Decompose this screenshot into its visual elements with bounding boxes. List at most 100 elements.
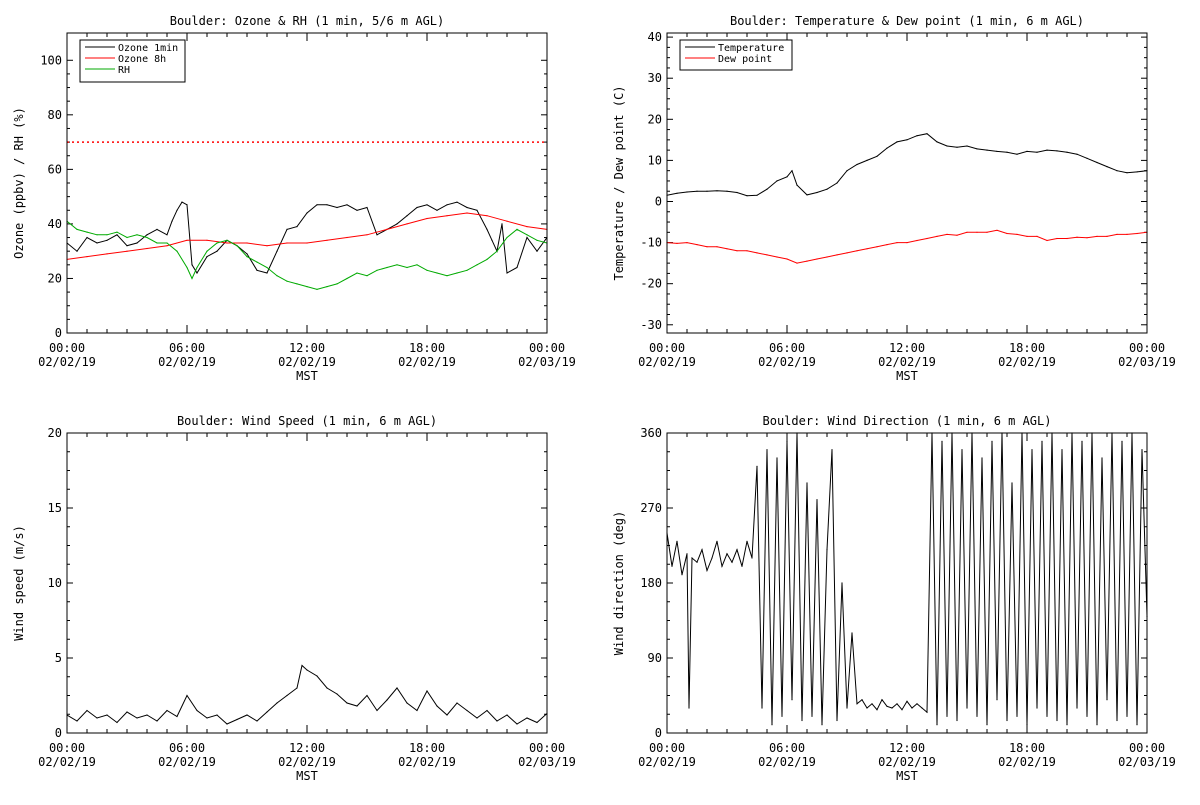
- data-point: [756, 252, 758, 254]
- data-point: [116, 721, 118, 724]
- data-point: [791, 699, 793, 701]
- x-tick-time: 12:00: [889, 741, 925, 755]
- data-point: [146, 236, 148, 239]
- data-point: [916, 703, 918, 705]
- data-point: [1026, 150, 1028, 152]
- data-point: [156, 228, 158, 230]
- data-point: [716, 540, 718, 542]
- data-point: [876, 155, 878, 157]
- x-tick-time: 00:00: [529, 741, 565, 755]
- legend-label: Ozone 8h: [118, 54, 166, 65]
- legend-label: Ozone 1min: [118, 43, 178, 54]
- data-point: [466, 709, 468, 712]
- data-point: [446, 204, 448, 206]
- data-point: [1121, 440, 1123, 442]
- data-point: [711, 557, 713, 559]
- y-tick-label: 360: [640, 426, 662, 440]
- x-tick-date: 02/02/19: [278, 755, 336, 769]
- y-tick-label: 20: [48, 426, 62, 440]
- data-point: [1076, 153, 1078, 155]
- y-tick-label: 180: [640, 576, 662, 590]
- data-point: [1116, 233, 1118, 235]
- x-axis-label: MST: [296, 769, 318, 783]
- legend-label: Dew point: [718, 54, 772, 65]
- data-point: [386, 699, 388, 701]
- series-line-0: [67, 201, 547, 274]
- x-tick-date: 02/02/19: [998, 355, 1056, 369]
- data-point: [186, 239, 188, 241]
- x-tick-date: 02/03/19: [1118, 355, 1176, 369]
- data-point: [756, 194, 758, 196]
- x-tick-time: 06:00: [169, 341, 205, 355]
- data-point: [746, 540, 748, 542]
- data-point: [236, 718, 238, 721]
- data-point: [841, 582, 843, 584]
- data-point: [486, 228, 488, 230]
- data-point: [846, 252, 848, 254]
- data-point: [286, 280, 288, 282]
- data-point: [191, 264, 193, 266]
- y-axis-label: Ozone (ppbv) / RH (%): [12, 107, 26, 259]
- data-point: [356, 272, 358, 274]
- data-point: [761, 707, 763, 709]
- series-line-0: [67, 664, 547, 725]
- data-point: [1026, 235, 1028, 237]
- data-point: [686, 553, 688, 555]
- x-tick-date: 02/03/19: [518, 355, 576, 369]
- data-point: [226, 723, 228, 725]
- y-tick-label: 20: [648, 112, 662, 126]
- series-line-0: [667, 433, 1147, 725]
- x-axis-label: MST: [296, 369, 318, 383]
- data-point: [126, 236, 128, 239]
- data-point: [406, 215, 408, 217]
- data-point: [336, 283, 338, 285]
- x-axis-label: MST: [896, 369, 918, 383]
- data-point: [786, 176, 788, 178]
- data-point: [136, 242, 138, 244]
- data-point: [336, 693, 338, 695]
- x-tick-date: 02/03/19: [518, 755, 576, 769]
- x-tick-date: 02/02/19: [278, 355, 336, 369]
- data-point: [911, 707, 913, 709]
- y-tick-label: 0: [655, 194, 662, 208]
- data-point: [946, 233, 948, 235]
- chart-title: Boulder: Ozone & RH (1 min, 5/6 m AGL): [170, 14, 445, 28]
- data-point: [476, 264, 478, 266]
- x-tick-date: 02/02/19: [158, 355, 216, 369]
- x-tick-time: 18:00: [1009, 741, 1045, 755]
- y-axis-label: Wind direction (deg): [612, 511, 626, 656]
- data-point: [1011, 482, 1013, 484]
- data-point: [671, 565, 673, 567]
- data-point: [536, 239, 538, 241]
- data-point: [956, 234, 958, 236]
- data-point: [796, 262, 798, 264]
- data-point: [466, 212, 468, 214]
- data-point: [776, 180, 778, 182]
- data-point: [136, 234, 138, 236]
- data-point: [86, 231, 88, 233]
- data-point: [956, 146, 958, 148]
- data-point: [406, 266, 408, 269]
- x-tick-time: 12:00: [289, 741, 325, 755]
- data-point: [1016, 233, 1018, 235]
- data-point: [106, 234, 108, 236]
- y-tick-label: 30: [648, 71, 662, 85]
- data-point: [491, 239, 493, 241]
- data-point: [991, 440, 993, 442]
- data-point: [106, 253, 108, 255]
- data-point: [146, 714, 148, 716]
- data-point: [386, 228, 388, 230]
- y-tick-label: -10: [640, 236, 662, 250]
- data-point: [146, 234, 148, 236]
- data-point: [756, 465, 758, 467]
- data-point: [181, 201, 183, 203]
- panel-2: [66, 432, 548, 734]
- data-point: [516, 228, 518, 230]
- data-point: [296, 226, 298, 228]
- data-point: [506, 236, 508, 239]
- y-axis-label: Wind speed (m/s): [12, 525, 26, 641]
- data-point: [326, 286, 328, 288]
- data-point: [306, 242, 308, 244]
- data-point: [406, 223, 408, 225]
- data-point: [811, 715, 813, 717]
